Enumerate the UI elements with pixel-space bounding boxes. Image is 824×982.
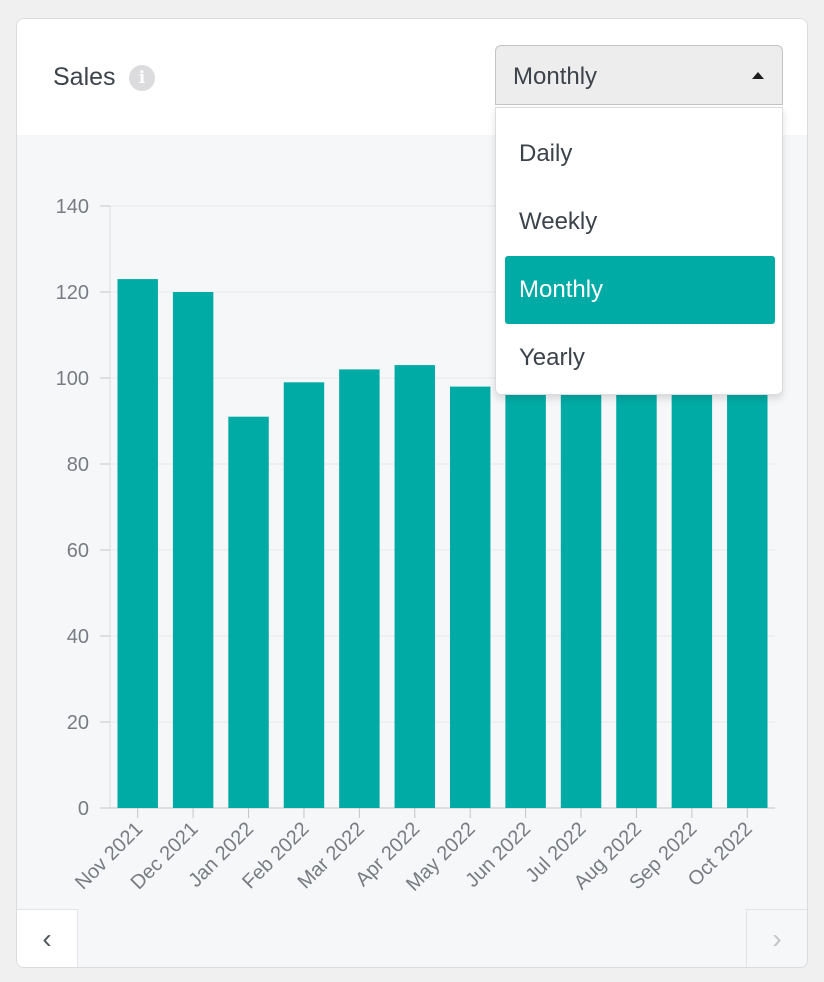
bar (394, 365, 436, 808)
caret-up-icon (752, 72, 764, 79)
bar (560, 390, 602, 808)
bar (283, 382, 325, 808)
y-tick-label: 60 (67, 540, 89, 562)
scroll-right-button[interactable]: › (746, 909, 807, 967)
period-dropdown-menu: Daily Weekly Monthly Yearly (495, 107, 783, 395)
period-select[interactable]: Monthly (495, 45, 783, 105)
option-monthly[interactable]: Monthly (505, 256, 775, 324)
bar (228, 416, 269, 808)
option-yearly[interactable]: Yearly (519, 344, 585, 371)
bar (671, 386, 713, 808)
y-tick-label: 80 (67, 454, 89, 476)
period-select-value: Monthly (513, 63, 598, 90)
info-icon[interactable]: i (129, 65, 155, 91)
bar (172, 292, 214, 808)
card-header: Sales i Monthly (17, 19, 807, 136)
y-tick-label: 140 (56, 196, 89, 218)
bar (727, 386, 768, 808)
bar (117, 279, 158, 809)
bar (505, 386, 546, 808)
bar (449, 386, 491, 808)
y-tick-label: 100 (56, 368, 89, 390)
option-daily[interactable]: Daily (519, 140, 573, 167)
scroll-left-button[interactable]: ‹ (17, 909, 78, 967)
bar (339, 369, 380, 808)
bar (616, 386, 657, 808)
sales-card: Sales i Monthly 0 20 40 60 80 100 120 140 Nov 20… (16, 18, 808, 968)
y-tick-label: 0 (78, 798, 89, 820)
chart-area: 0 20 40 60 80 100 120 140 Nov 2021 Dec 2021 Jan 20… (17, 135, 807, 967)
y-tick-label: 20 (67, 712, 89, 734)
y-tick-label: 120 (56, 282, 89, 304)
option-weekly[interactable]: Weekly (519, 208, 598, 235)
card-title: Sales (53, 63, 116, 91)
y-tick-label: 40 (67, 626, 89, 648)
